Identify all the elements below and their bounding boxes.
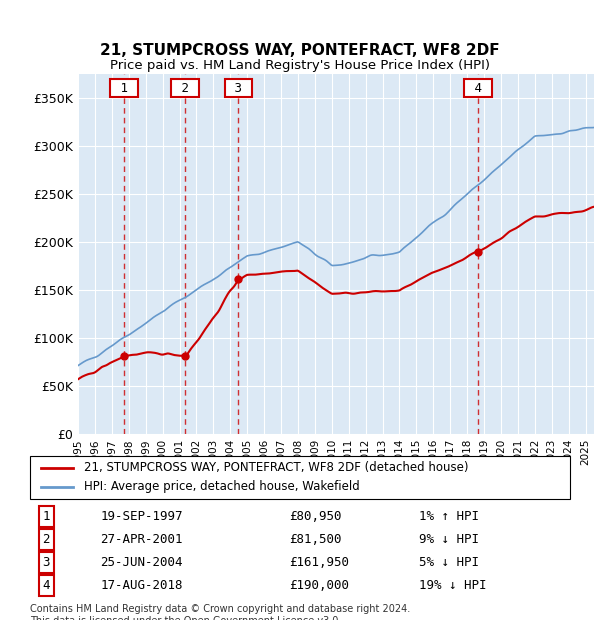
Text: 25-JUN-2004: 25-JUN-2004	[100, 556, 182, 569]
FancyBboxPatch shape	[30, 456, 570, 499]
Text: £161,950: £161,950	[289, 556, 349, 569]
Text: 2: 2	[173, 82, 196, 95]
Text: 2: 2	[43, 533, 50, 546]
Text: 4: 4	[43, 579, 50, 592]
Text: Contains HM Land Registry data © Crown copyright and database right 2024.
This d: Contains HM Land Registry data © Crown c…	[30, 604, 410, 620]
Text: HPI: Average price, detached house, Wakefield: HPI: Average price, detached house, Wake…	[84, 480, 360, 494]
Text: 3: 3	[43, 556, 50, 569]
Text: 1: 1	[43, 510, 50, 523]
Text: 1% ↑ HPI: 1% ↑ HPI	[419, 510, 479, 523]
Text: Price paid vs. HM Land Registry's House Price Index (HPI): Price paid vs. HM Land Registry's House …	[110, 59, 490, 72]
Text: 17-AUG-2018: 17-AUG-2018	[100, 579, 182, 592]
Text: 27-APR-2001: 27-APR-2001	[100, 533, 182, 546]
Text: 1: 1	[113, 82, 135, 95]
Text: 4: 4	[467, 82, 489, 95]
Text: 19-SEP-1997: 19-SEP-1997	[100, 510, 182, 523]
Text: 5% ↓ HPI: 5% ↓ HPI	[419, 556, 479, 569]
Text: £80,950: £80,950	[289, 510, 342, 523]
Text: 21, STUMPCROSS WAY, PONTEFRACT, WF8 2DF (detached house): 21, STUMPCROSS WAY, PONTEFRACT, WF8 2DF …	[84, 461, 469, 474]
Text: 9% ↓ HPI: 9% ↓ HPI	[419, 533, 479, 546]
Text: 19% ↓ HPI: 19% ↓ HPI	[419, 579, 487, 592]
Text: £81,500: £81,500	[289, 533, 342, 546]
Text: £190,000: £190,000	[289, 579, 349, 592]
Text: 21, STUMPCROSS WAY, PONTEFRACT, WF8 2DF: 21, STUMPCROSS WAY, PONTEFRACT, WF8 2DF	[100, 43, 500, 58]
Text: 3: 3	[227, 82, 250, 95]
